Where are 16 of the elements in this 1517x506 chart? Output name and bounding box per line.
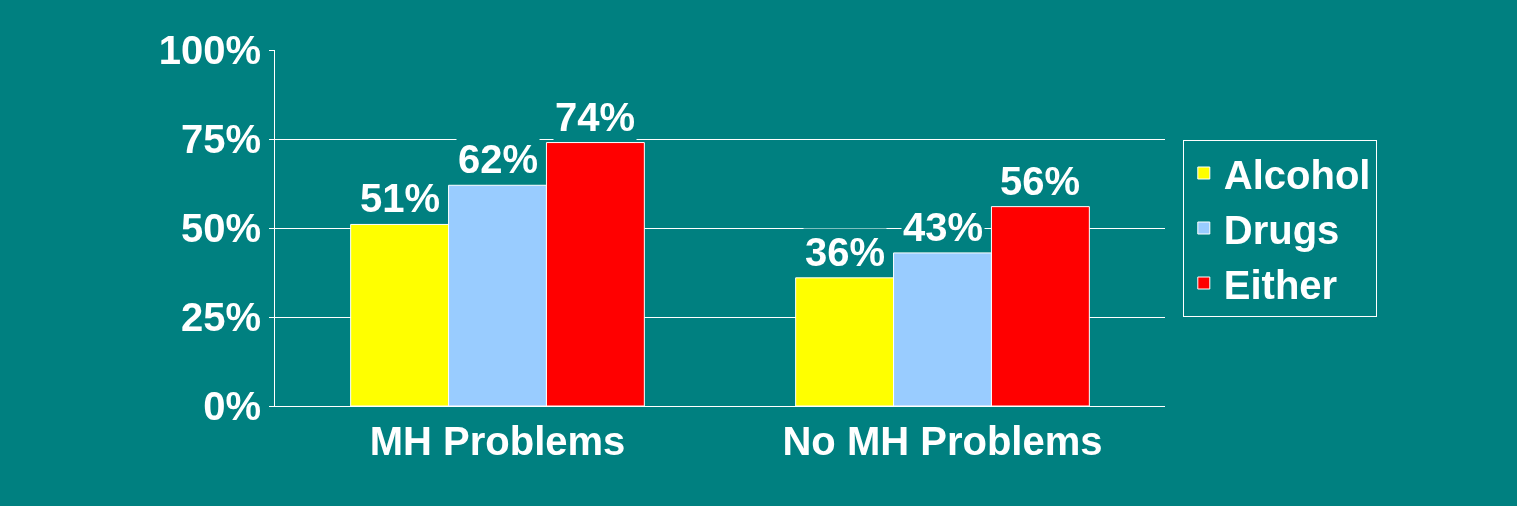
- legend-label: Either: [1223, 262, 1338, 307]
- data-label: 36%: [805, 230, 886, 274]
- data-label: 56%: [1000, 159, 1081, 203]
- data-label: 43%: [903, 205, 984, 249]
- y-tick-label: 50%: [180, 206, 261, 250]
- y-tick-label: 75%: [180, 117, 261, 161]
- data-label: 74%: [555, 95, 636, 139]
- y-tick-label: 100%: [158, 28, 261, 72]
- y-tick-label: 25%: [180, 295, 261, 339]
- legend-label: Alcohol: [1223, 152, 1371, 197]
- y-tick-label: 0%: [203, 384, 261, 428]
- data-label: 62%: [458, 137, 539, 181]
- data-label: 51%: [360, 176, 441, 220]
- x-tick-label: MH Problems: [369, 419, 626, 463]
- legend-label: Drugs: [1223, 207, 1340, 252]
- x-tick-label: No MH Problems: [782, 419, 1103, 463]
